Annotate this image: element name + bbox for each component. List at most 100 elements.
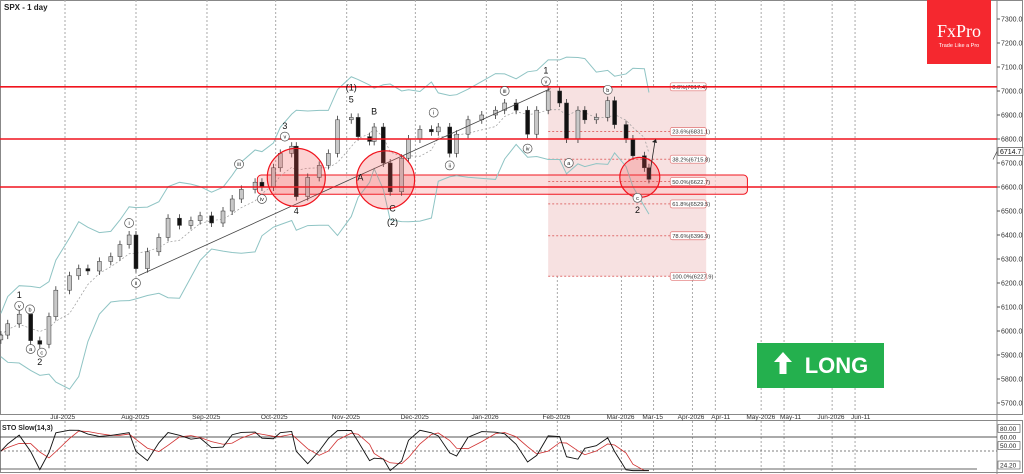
- candle: [156, 233, 162, 256]
- candle-body: [594, 117, 599, 121]
- candle: [594, 113, 599, 124]
- candle: [0, 331, 4, 344]
- current-price-tag: [997, 147, 1024, 156]
- candle-body: [229, 198, 235, 212]
- wave-label: iii: [237, 162, 241, 168]
- candle-body: [534, 109, 539, 135]
- wave-label: v: [283, 135, 286, 141]
- candle-body: [316, 165, 322, 178]
- x-tick-label: Aug-2025: [121, 414, 150, 421]
- wave-label-circle: [36, 347, 47, 358]
- wave-label-circle: [563, 158, 574, 168]
- fib-level-label: 78.6%(6396.9): [672, 234, 710, 240]
- stochastic-level-label: 80.00: [1000, 426, 1017, 433]
- wave-label: v: [545, 79, 548, 85]
- signal-label: LONG: [804, 352, 869, 378]
- x-tick-label: Oct-2025: [261, 414, 288, 421]
- wave-label: c: [40, 351, 43, 357]
- wave-label: i: [129, 221, 130, 227]
- current-price-pointer: [992, 151, 998, 160]
- candle: [126, 231, 132, 249]
- highlight-circle: [356, 150, 416, 210]
- candle: [605, 96, 610, 122]
- candle-body: [349, 117, 354, 121]
- y-tick-label: 6700.0: [1001, 161, 1023, 168]
- wave-label: b: [29, 307, 32, 313]
- wave-label: i: [433, 111, 434, 117]
- wave-label: 1: [17, 290, 22, 300]
- stochastic-level-box: [997, 441, 1021, 450]
- y-tick-label: 7200.0: [1001, 41, 1023, 48]
- wave-label: ii: [135, 281, 137, 287]
- wave-label: iii: [503, 89, 507, 95]
- candle-body: [513, 102, 519, 111]
- current-price-label: 6714.7: [1000, 149, 1022, 156]
- wave-label: 1: [543, 66, 548, 76]
- x-tick-label: Mar-2026: [607, 414, 635, 421]
- candle: [5, 319, 10, 340]
- candle-body: [502, 102, 507, 111]
- wave-label: A: [357, 172, 363, 182]
- projection-arrow: [648, 141, 656, 180]
- wave-label: ii: [448, 163, 450, 169]
- candle: [612, 96, 617, 129]
- long-signal-badge: LONG: [757, 343, 884, 388]
- candle: [564, 99, 569, 143]
- candle-body: [557, 90, 562, 104]
- wave-label-circle: [25, 344, 36, 354]
- highlight-circle: [266, 147, 326, 207]
- logo-brand: FxPro: [936, 21, 981, 41]
- candle-body: [85, 268, 91, 272]
- wave-label-circle: [234, 159, 244, 170]
- candle: [165, 214, 171, 242]
- wave-label-circle: [131, 278, 141, 288]
- wave-label-circle: [522, 143, 533, 154]
- wave-label: (2): [387, 217, 398, 227]
- wave-label-circle: [124, 218, 134, 228]
- candle: [557, 87, 562, 107]
- fib-label-box: [669, 199, 707, 209]
- candle: [28, 310, 33, 345]
- fxpro-logo: FxPro Trade Like a Pro: [927, 0, 991, 64]
- wave-label-circle: [499, 86, 510, 96]
- wave-label-circle: [444, 160, 455, 171]
- wave-label: 2: [37, 357, 42, 367]
- candle: [642, 151, 647, 172]
- x-tick-label: Jan-2026: [472, 414, 499, 421]
- candle: [294, 142, 299, 201]
- fib-level-label: 100.0%(6227.9): [672, 275, 713, 281]
- fib-level-label: 50.0%(6622.7): [672, 180, 710, 186]
- candle: [67, 271, 72, 295]
- wave-label: a: [567, 161, 571, 167]
- candle-body: [165, 217, 171, 238]
- stochastic-level-box: [997, 460, 1021, 470]
- candle: [46, 312, 52, 349]
- main-panel-frame: [0, 0, 1023, 415]
- candle-body: [371, 126, 377, 142]
- candle-body: [0, 334, 4, 341]
- candle-body: [294, 145, 299, 197]
- candle-body: [623, 124, 629, 140]
- candle-body: [16, 313, 22, 325]
- candle: [417, 125, 423, 143]
- candle: [53, 286, 59, 321]
- candle: [229, 195, 235, 215]
- wave-label-circle: [279, 131, 290, 142]
- candle-body: [582, 109, 588, 121]
- candle-body: [564, 102, 569, 140]
- candle-body: [447, 126, 452, 154]
- y-tick-label: 5800.0: [1001, 377, 1023, 384]
- candle: [335, 115, 340, 158]
- candle: [145, 247, 150, 273]
- candle: [37, 336, 43, 349]
- x-tick-label: Nov-2025: [332, 414, 361, 421]
- candle: [316, 161, 322, 182]
- bollinger-lower: [0, 143, 650, 390]
- candle: [188, 216, 194, 230]
- candle-body: [326, 153, 331, 166]
- fib-level-label: 38.2%(6715.8): [672, 157, 710, 163]
- candle: [447, 123, 452, 158]
- y-tick-label: 7100.0: [1001, 65, 1023, 72]
- candle-body: [381, 126, 386, 164]
- y-tick-label: 6000.0: [1001, 329, 1023, 336]
